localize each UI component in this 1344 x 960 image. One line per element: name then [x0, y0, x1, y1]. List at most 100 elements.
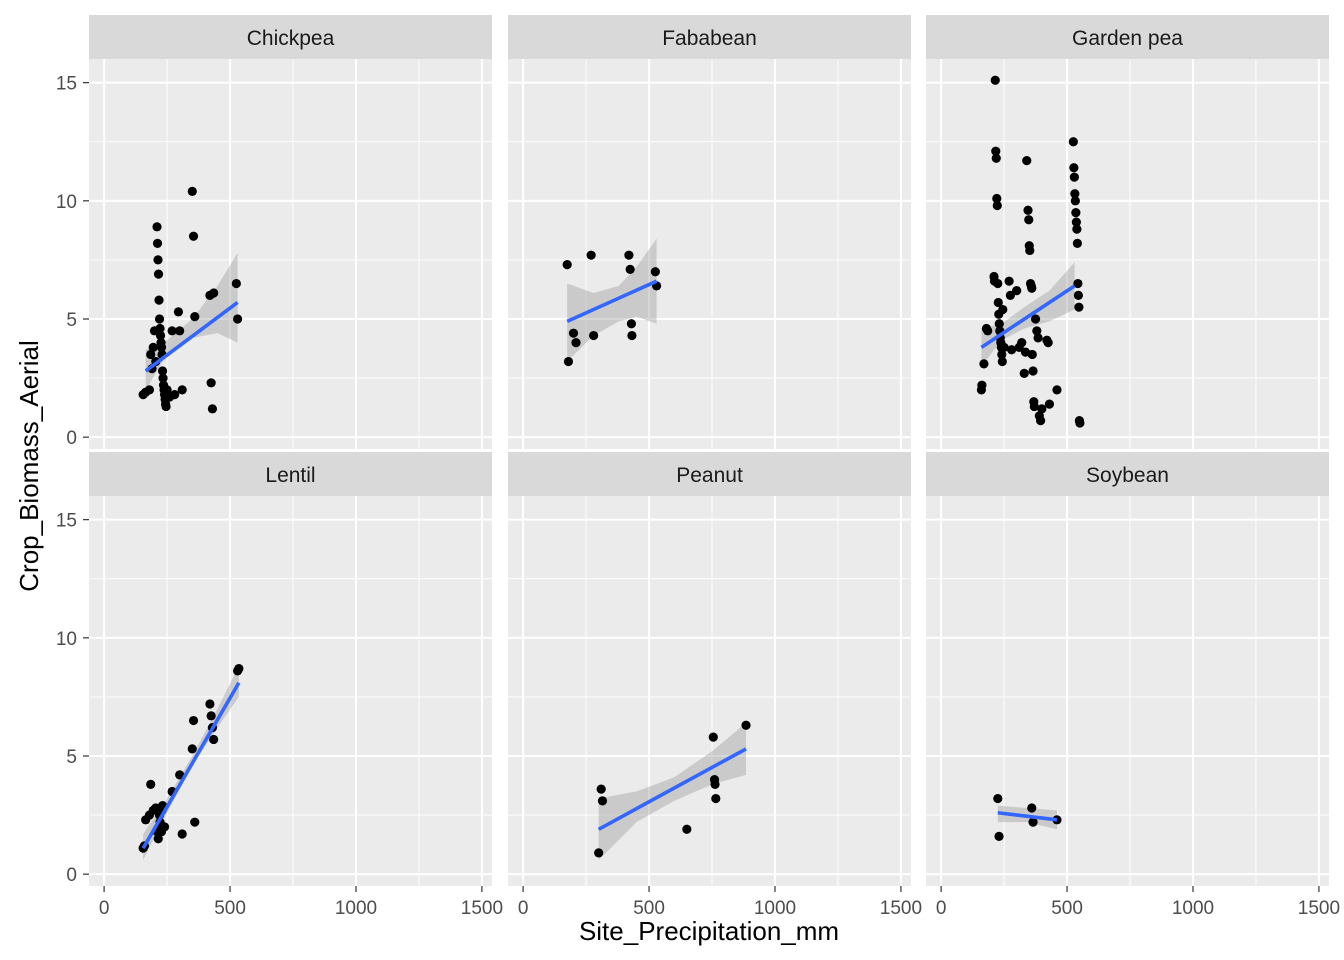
data-point — [173, 307, 184, 317]
facet-panel-lentil: Lentil 0 5 10 15 0 500 1000 1500 — [56, 452, 503, 919]
data-point — [205, 699, 215, 709]
data-point — [979, 359, 989, 369]
y-axis-title: Crop_Biomass_Aerial — [14, 340, 44, 591]
data-point — [1073, 290, 1083, 300]
data-point — [1017, 338, 1027, 348]
data-point — [650, 267, 660, 277]
data-point — [144, 385, 155, 395]
data-point — [206, 378, 216, 388]
fit-line — [997, 810, 1058, 822]
y-tick-label: 0 — [66, 865, 77, 886]
data-point — [1029, 401, 1039, 412]
data-point — [1069, 172, 1079, 182]
x-axis-title: Site_Precipitation_mm — [579, 916, 839, 946]
data-point — [207, 404, 218, 414]
data-point — [157, 366, 168, 376]
data-point — [233, 314, 243, 324]
data-point — [571, 338, 581, 348]
data-point — [153, 834, 163, 844]
data-point — [711, 793, 721, 804]
data-point — [1069, 163, 1079, 173]
data-point — [1075, 418, 1085, 428]
x-tick-label: 1000 — [1172, 898, 1214, 919]
data-point — [594, 848, 604, 858]
data-point — [992, 193, 1002, 204]
data-point — [991, 146, 1001, 156]
facet-strip-label: Soybean — [1086, 464, 1169, 487]
facet-strip — [926, 452, 1329, 496]
data-point — [152, 222, 162, 232]
x-tick-label: 1500 — [880, 898, 922, 919]
data-point — [155, 323, 165, 334]
x-tick-label: 500 — [1051, 898, 1083, 919]
data-point — [562, 260, 572, 270]
fit-line — [144, 301, 239, 373]
data-point — [1027, 349, 1037, 360]
panels-layer: Chickpea 0 5 10 15 Fababean Garden pea Lentil 0 5… — [56, 15, 1340, 919]
facet-strip-label: Fababean — [662, 27, 757, 50]
data-point — [190, 817, 200, 827]
data-point — [1032, 326, 1042, 336]
x-tick-label: 0 — [518, 898, 529, 919]
data-point — [167, 326, 177, 336]
x-tick-label: 0 — [99, 898, 110, 919]
data-point — [1030, 314, 1041, 324]
y-tick-label: 0 — [66, 428, 77, 449]
data-point — [209, 734, 219, 745]
y-tick-label: 5 — [66, 310, 77, 331]
data-point — [1012, 286, 1022, 296]
x-tick-label: 1500 — [1298, 898, 1340, 919]
data-point — [1068, 137, 1078, 147]
facet-strip — [926, 15, 1329, 59]
facet-panel-soybean: Soybean 0 500 1000 1500 — [926, 452, 1340, 919]
data-point — [586, 250, 596, 260]
data-point — [231, 278, 241, 289]
panel-background — [508, 496, 911, 886]
data-point — [625, 264, 635, 274]
data-point — [161, 401, 171, 412]
data-point — [997, 349, 1007, 360]
data-point — [710, 779, 720, 789]
facet-strip — [89, 15, 492, 59]
data-point — [1070, 196, 1080, 206]
data-point — [153, 255, 163, 265]
data-point — [596, 784, 606, 794]
data-point — [188, 231, 199, 241]
data-point — [1052, 815, 1062, 825]
data-point — [998, 304, 1008, 315]
data-point — [154, 314, 165, 324]
data-point — [994, 319, 1004, 329]
facet-strip-label: Lentil — [265, 464, 315, 487]
data-point — [1027, 283, 1037, 293]
data-point — [1024, 215, 1034, 225]
data-point — [158, 373, 168, 383]
data-point — [994, 831, 1004, 841]
data-point — [992, 200, 1002, 211]
data-point — [993, 793, 1003, 804]
panel-background — [926, 59, 1329, 449]
data-point — [1072, 238, 1082, 248]
data-point — [1073, 278, 1083, 289]
facet-panel-chickpea: Chickpea 0 5 10 15 — [56, 15, 492, 449]
facet-strip — [508, 15, 911, 59]
data-point — [1004, 276, 1014, 286]
y-tick-label: 15 — [56, 74, 77, 95]
data-point — [1028, 817, 1038, 827]
data-point — [624, 250, 634, 260]
data-point — [708, 732, 718, 742]
data-point — [626, 319, 637, 329]
x-tick-label: 1000 — [754, 898, 796, 919]
data-point — [188, 715, 199, 726]
data-point — [1044, 399, 1055, 409]
data-point — [741, 720, 751, 730]
facet-panel-garden-pea: Garden pea — [926, 15, 1329, 449]
data-point — [152, 238, 163, 248]
y-tick-label: 10 — [56, 192, 77, 213]
data-point — [568, 328, 579, 338]
panel-background — [926, 496, 1329, 886]
x-tick-label: 1000 — [335, 898, 377, 919]
data-point — [175, 770, 185, 780]
confidence-band — [598, 722, 747, 860]
data-point — [1007, 345, 1017, 355]
panel-background — [89, 59, 492, 449]
